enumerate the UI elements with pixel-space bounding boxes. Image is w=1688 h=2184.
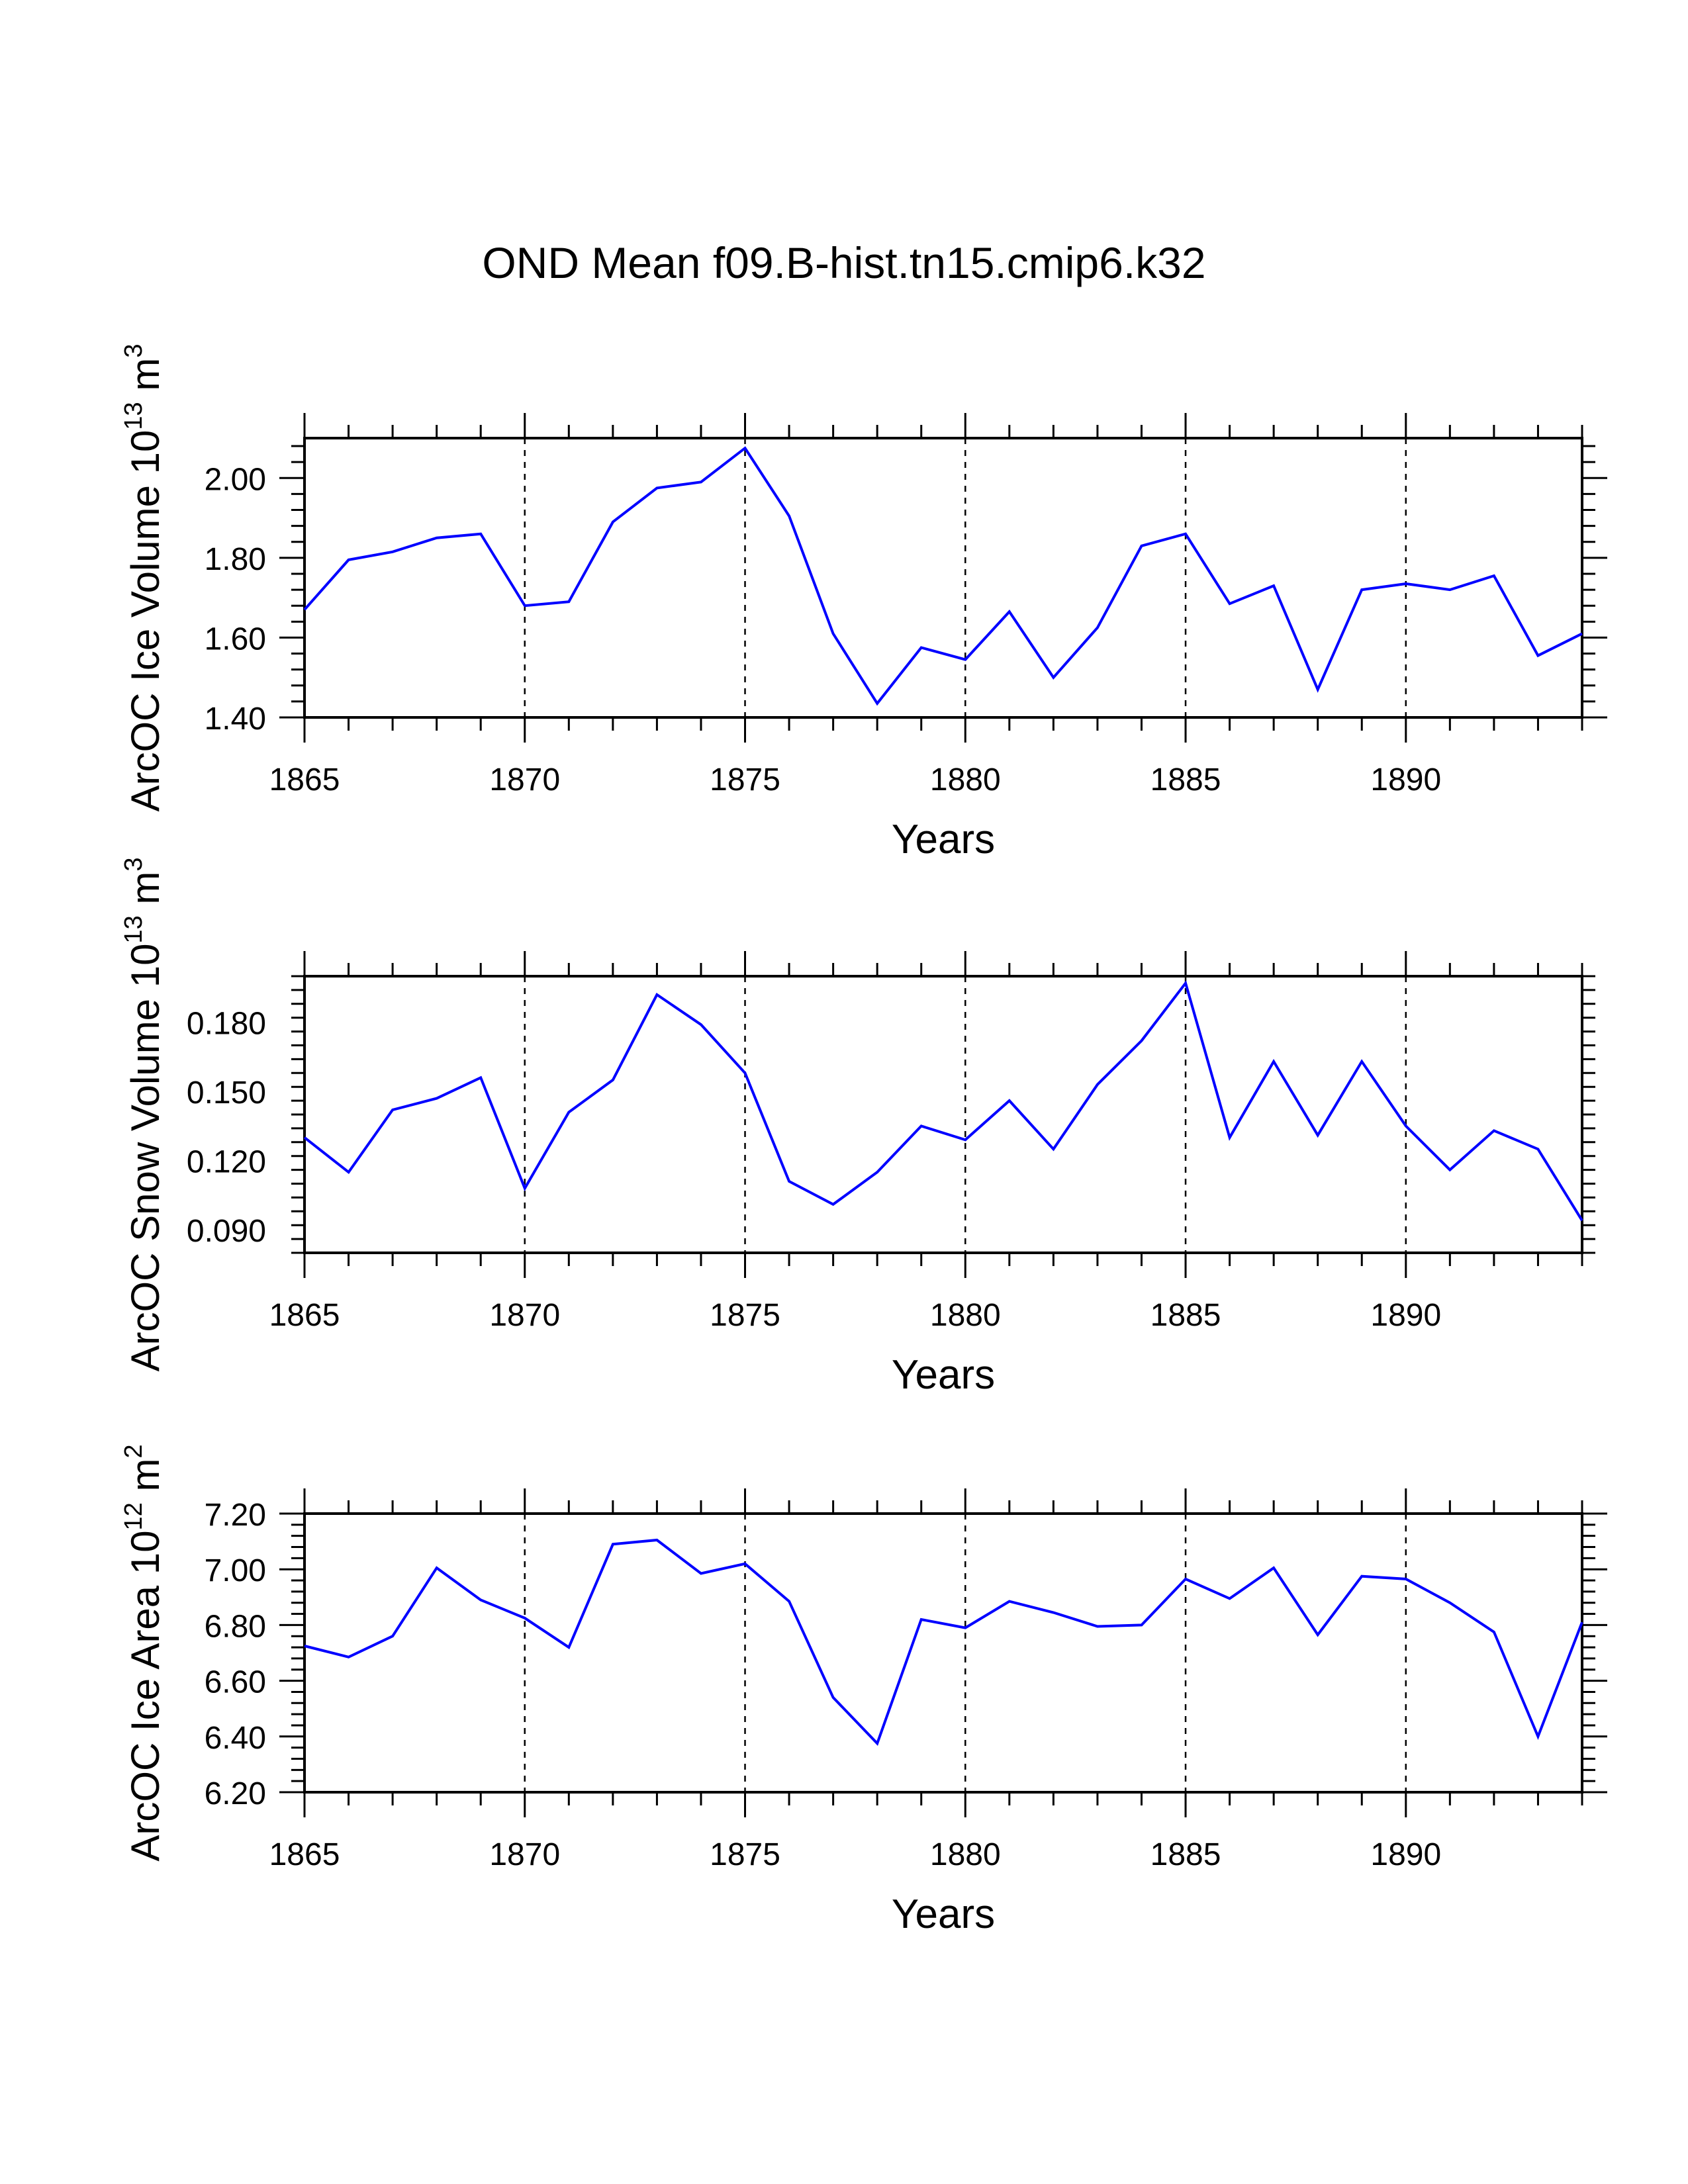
x-tick-label: 1880: [930, 1298, 1001, 1333]
x-tick-label: 1875: [710, 1837, 780, 1872]
y-axis-label: ArcOC Ice Volume 1013 m3: [120, 344, 167, 812]
x-tick-label: 1890: [1370, 1837, 1441, 1872]
x-axis-label: Years: [892, 1352, 995, 1398]
x-tick-label: 1885: [1150, 1837, 1221, 1872]
x-tick-label: 1885: [1150, 762, 1221, 797]
panels: 1.40 1.60 1.80 2.00 1865 1870 1875 1880 1885 1890…: [120, 344, 1607, 1937]
x-axis-label: Years: [892, 1891, 995, 1937]
y-axis-label-superscript: 3: [120, 344, 148, 358]
x-tick-label: 1865: [269, 762, 340, 797]
x-tick-label: 1875: [710, 1298, 780, 1333]
y-axis-label-part: m: [123, 358, 167, 402]
y-tick-label: 0.120: [187, 1145, 266, 1180]
y-tick-label: 0.180: [187, 1007, 266, 1042]
y-axis-label-part: ArcOC Ice Volume 10: [123, 430, 167, 812]
x-tick-label: 1870: [489, 1837, 560, 1872]
x-tick-label: 1880: [930, 762, 1001, 797]
y-axis-label-superscript: 13: [120, 402, 148, 430]
chart-panel-1: 1.40 1.60 1.80 2.00 1865 1870 1875 1880 1885 1890…: [120, 344, 1607, 862]
x-tick-label: 1890: [1370, 762, 1441, 797]
figure-title: OND Mean f09.B-hist.tn15.cmip6.k32: [482, 238, 1205, 287]
y-tick-label: 7.20: [205, 1498, 266, 1533]
data-series-line: [303, 446, 1583, 706]
y-tick-label: 6.40: [205, 1721, 266, 1756]
y-tick-label: 2.00: [205, 462, 266, 497]
y-tick-label: 1.60: [205, 621, 266, 657]
chart-panel-2: 0.090 0.120 0.150 0.180 1865 1870 1875 1880 1885…: [120, 857, 1595, 1398]
x-tick-label: 1870: [489, 1298, 560, 1333]
plot-frame: [303, 1512, 1583, 1794]
x-tick-label: 1865: [269, 1837, 340, 1872]
y-tick-label: 6.80: [205, 1609, 266, 1644]
y-axis-label: ArcOC Snow Volume 1013 m3: [120, 857, 167, 1371]
chart-panel-3: 6.20 6.40 6.60 6.80 7.00 7.20 1865 1870 1875 1880…: [120, 1444, 1607, 1937]
data-series-line: [304, 1538, 1583, 1747]
y-axis-label-superscript: 2: [120, 1444, 148, 1458]
x-axis-label: Years: [892, 817, 995, 862]
x-tick-label: 1890: [1370, 1298, 1441, 1333]
y-axis-label-superscript: 13: [120, 915, 148, 943]
y-tick-label: 6.20: [205, 1776, 266, 1811]
y-tick-label: 1.40: [205, 702, 266, 737]
y-tick-label: 6.60: [205, 1665, 266, 1700]
x-tick-label: 1880: [930, 1837, 1001, 1872]
y-axis-label-part: m: [123, 1458, 167, 1502]
x-tick-label: 1885: [1150, 1298, 1221, 1333]
data-series-line: [303, 980, 1583, 1222]
y-tick-label: 1.80: [205, 542, 266, 577]
y-axis-label-part: ArcOC Snow Volume 10: [123, 944, 167, 1372]
x-tick-label: 1870: [489, 762, 560, 797]
plot-frame: [303, 437, 1583, 719]
x-tick-label: 1865: [269, 1298, 340, 1333]
plot-frame: [303, 975, 1583, 1254]
y-axis-label-superscript: 3: [120, 857, 148, 871]
y-tick-label: 7.00: [205, 1553, 266, 1588]
y-axis-label-part: m: [123, 872, 167, 916]
x-tick-label: 1875: [710, 762, 780, 797]
y-axis-label-superscript: 12: [120, 1502, 148, 1530]
y-axis-label: ArcOC Ice Area 1012 m2: [120, 1444, 167, 1861]
y-tick-label: 0.090: [187, 1214, 266, 1249]
y-axis-label-part: ArcOC Ice Area 10: [123, 1530, 167, 1861]
y-tick-label: 0.150: [187, 1075, 266, 1111]
